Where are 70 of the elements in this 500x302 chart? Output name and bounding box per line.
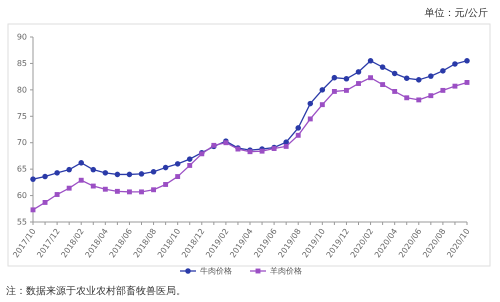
- point: [428, 93, 434, 98]
- point: [452, 84, 458, 89]
- y-tick-label: 65: [16, 164, 27, 174]
- point: [174, 161, 180, 167]
- legend-label: 羊肉价格: [270, 266, 302, 276]
- point: [260, 148, 265, 154]
- point: [308, 116, 313, 122]
- y-tick-label: 90: [16, 32, 27, 42]
- point: [42, 174, 48, 180]
- point: [163, 182, 168, 187]
- point: [90, 184, 96, 189]
- point: [186, 156, 192, 162]
- point: [332, 74, 338, 80]
- point: [392, 70, 398, 76]
- point: [440, 68, 446, 74]
- point: [54, 170, 60, 176]
- point: [440, 88, 446, 93]
- point: [114, 172, 120, 178]
- point: [66, 186, 72, 191]
- point: [151, 187, 156, 192]
- point: [380, 82, 386, 88]
- point: [296, 132, 301, 138]
- point: [42, 200, 48, 205]
- legend-label: 牛肉价格: [200, 266, 232, 276]
- text: 单位：元/公斤: [424, 7, 488, 19]
- point: [428, 73, 434, 79]
- point: [139, 189, 144, 194]
- point: [464, 58, 470, 64]
- y-tick-label: 85: [16, 58, 27, 68]
- point: [380, 64, 386, 70]
- point: [404, 75, 410, 81]
- point: [175, 174, 180, 179]
- point: [126, 189, 132, 194]
- point: [368, 75, 374, 80]
- point: [90, 166, 96, 172]
- y-tick-label: 70: [16, 138, 27, 148]
- point: [392, 88, 398, 94]
- point: [78, 160, 84, 166]
- point: [126, 172, 132, 178]
- point: [138, 171, 144, 177]
- point: [102, 170, 108, 176]
- point: [464, 80, 470, 85]
- y-tick-label: 55: [16, 218, 27, 226]
- point: [308, 100, 314, 106]
- point: [416, 77, 422, 83]
- point: [344, 76, 350, 82]
- point: [150, 169, 156, 175]
- y-tick-label: 80: [16, 85, 27, 94]
- point: [162, 164, 168, 170]
- point: [102, 186, 108, 192]
- point: [30, 176, 36, 182]
- point: [368, 58, 374, 64]
- point: [66, 166, 72, 172]
- y-tick-label: 75: [16, 112, 27, 121]
- point: [320, 87, 326, 93]
- point: [284, 144, 289, 149]
- point: [320, 102, 325, 108]
- text: 注：数据来源于农业农村部畜牧兽医局。: [6, 285, 186, 297]
- point: [30, 207, 36, 212]
- point: [416, 97, 422, 102]
- point: [54, 192, 60, 197]
- point: [187, 162, 192, 168]
- point: [295, 125, 301, 131]
- point: [356, 81, 361, 86]
- point: [356, 69, 362, 75]
- y-tick-label: 60: [16, 191, 27, 200]
- point: [332, 88, 337, 94]
- point: [344, 88, 349, 93]
- point: [114, 188, 120, 194]
- point: [452, 61, 458, 67]
